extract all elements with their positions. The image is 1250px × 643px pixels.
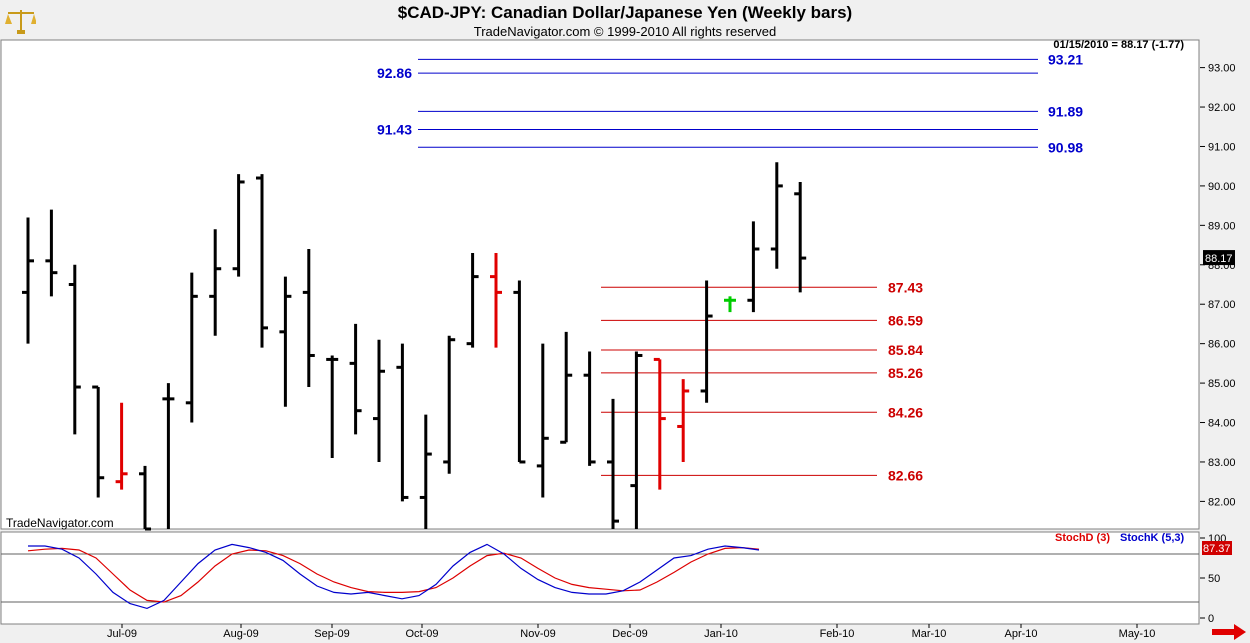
price-axis-label: 84.00 <box>1208 418 1236 430</box>
ohlc-bar <box>92 385 105 498</box>
ohlc-bar <box>466 252 479 348</box>
ohlc-bar <box>677 379 690 462</box>
price-axis-label: 91.00 <box>1208 141 1236 153</box>
scale-logo-icon[interactable] <box>4 4 36 36</box>
stoch-series-line <box>27 546 760 603</box>
x-axis-label: Apr-10 <box>1004 628 1037 640</box>
ohlc-bar <box>513 280 526 464</box>
price-axis-label: 85.00 <box>1208 378 1236 390</box>
ohlc-bar <box>560 331 573 444</box>
price-axis-label: 90.00 <box>1208 181 1236 193</box>
x-axis-label: Aug-09 <box>223 628 258 640</box>
resistance-level-label: 91.43 <box>377 122 412 138</box>
ohlc-bar <box>396 343 409 502</box>
ohlc-bar <box>419 414 432 529</box>
ohlc-bar <box>279 276 292 407</box>
price-panel <box>0 39 1200 530</box>
ohlc-bar <box>724 296 736 313</box>
resistance-level-label: 90.98 <box>1048 139 1083 155</box>
ohlc-bar <box>653 357 666 490</box>
price-axis-label: 93.00 <box>1208 63 1236 75</box>
x-axis-label: Jul-09 <box>107 628 137 640</box>
support-level-label: 86.59 <box>888 312 923 328</box>
support-level-label: 84.26 <box>888 404 923 420</box>
ohlc-bar <box>45 209 58 297</box>
stoch-legend-label: StochK (5,3) <box>1120 532 1185 544</box>
ohlc-bar <box>607 398 619 529</box>
stoch-tag-text: 87.37 <box>1203 543 1231 555</box>
ohlc-bar <box>700 280 713 403</box>
ohlc-bar <box>794 181 807 293</box>
red-right-arrow-icon[interactable] <box>1212 624 1246 640</box>
stoch-legend-label: StochD (3) <box>1055 532 1110 544</box>
x-axis-label: Feb-10 <box>820 628 855 640</box>
ohlc-bar <box>349 323 362 435</box>
ohlc-bar <box>443 335 456 474</box>
stoch-tag-box <box>1202 541 1232 555</box>
ohlc-bar <box>747 221 760 313</box>
resistance-level-label: 93.21 <box>1048 51 1083 67</box>
x-axis-label: Nov-09 <box>520 628 555 640</box>
support-level-label: 85.84 <box>888 342 923 358</box>
ohlc-bar <box>373 339 385 462</box>
price-tag-box <box>1203 250 1235 266</box>
support-level-label: 87.43 <box>888 279 923 295</box>
price-axis-label: 89.00 <box>1208 220 1236 232</box>
stoch-axis-label: 0 <box>1208 613 1214 625</box>
ohlc-bar <box>326 355 339 459</box>
price-axis-label: 83.00 <box>1208 457 1236 469</box>
ohlc-bar <box>583 351 596 466</box>
watermark-text: TradeNavigator.com <box>6 516 114 530</box>
stoch-axis-label: 50 <box>1208 573 1220 585</box>
support-level-label: 82.66 <box>888 467 923 483</box>
x-axis-label: Mar-10 <box>912 628 947 640</box>
ohlc-bar <box>139 465 151 531</box>
chart-subtitle: TradeNavigator.com © 1999-2010 All right… <box>473 24 777 39</box>
ohlc-bar <box>536 343 549 498</box>
resistance-level-label: 92.86 <box>377 65 412 81</box>
x-axis-label: Jan-10 <box>704 628 738 640</box>
price-axis-label: 86.00 <box>1208 339 1236 351</box>
resistance-level-label: 91.89 <box>1048 103 1083 119</box>
price-axis-label: 82.00 <box>1208 496 1236 508</box>
ohlc-bar <box>630 351 643 529</box>
chart-title: $CAD-JPY: Canadian Dollar/Japanese Yen (… <box>397 3 853 22</box>
support-level-label: 85.26 <box>888 365 923 381</box>
stochastic-panel <box>0 531 1200 625</box>
ohlc-bar <box>256 174 268 348</box>
ohlc-bar <box>232 174 245 277</box>
price-axis-label: 92.00 <box>1208 102 1236 114</box>
last-bar-info: 01/15/2010 = 88.17 (-1.77) <box>1053 39 1184 51</box>
ohlc-bar <box>162 383 175 529</box>
stoch-series-line <box>28 543 760 610</box>
x-axis-label: May-10 <box>1119 628 1156 640</box>
x-axis-label: Oct-09 <box>405 628 438 640</box>
ohlc-bar <box>302 249 315 388</box>
x-axis-label: Dec-09 <box>612 628 647 640</box>
x-axis-label: Sep-09 <box>314 628 349 640</box>
ohlc-bar <box>115 402 128 490</box>
ohlc-bar <box>68 264 81 435</box>
price-axis-label: 87.00 <box>1208 299 1236 311</box>
ohlc-bar <box>185 272 198 423</box>
ohlc-bar <box>22 217 34 344</box>
price-tag-text: 88.17 <box>1205 253 1233 265</box>
ohlc-bar <box>770 162 783 269</box>
ohlc-bar <box>209 229 222 336</box>
ohlc-bar <box>490 252 502 348</box>
